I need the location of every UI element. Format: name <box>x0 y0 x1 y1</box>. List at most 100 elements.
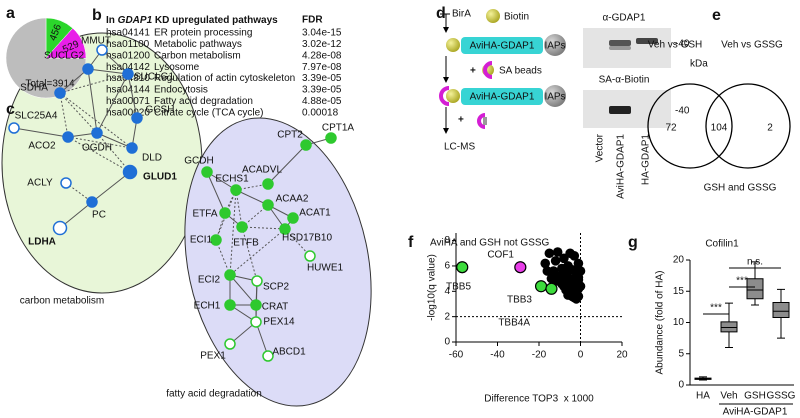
table-cell: hsa04144 <box>106 85 150 96</box>
table-cell: ER protein processing <box>154 28 252 39</box>
node <box>304 250 316 262</box>
substrate: Biotin <box>504 12 529 23</box>
y-tick-label: 5 <box>678 348 684 359</box>
point <box>534 280 548 293</box>
y-tick-label: 10 <box>673 317 685 328</box>
biotin-icon <box>446 38 460 52</box>
blots: α-GDAP1 -40 SA-α-Biotin kDa -40 Vector A… <box>583 13 708 199</box>
node <box>210 234 222 246</box>
x-tick-label: Veh <box>720 391 737 402</box>
node <box>236 221 248 233</box>
y-tick-label: 0 <box>444 337 450 348</box>
node-label: LDHA <box>28 237 56 248</box>
node-label: ECHS1 <box>215 174 249 185</box>
table-cell: 3.04e-15 <box>302 28 342 39</box>
intersection-label: GSH and GSSG <box>704 183 777 194</box>
node-label: ETFA <box>192 209 217 220</box>
significance-label: *** <box>710 303 722 314</box>
point <box>514 261 527 274</box>
table-cell: hsa00020 <box>106 107 150 118</box>
pie-annotation: Total=3914 <box>25 79 75 90</box>
table-cell: 3.39e-05 <box>302 73 342 84</box>
box <box>772 302 790 318</box>
set-label: Veh vs GSH <box>648 40 702 51</box>
point <box>573 258 584 269</box>
region-count: 72 <box>665 123 677 134</box>
node-label: ACO2 <box>28 141 56 152</box>
node <box>62 131 74 143</box>
edge <box>13 127 69 138</box>
table-cell: 4.88e-05 <box>302 96 342 107</box>
edge <box>67 136 133 149</box>
node <box>126 142 138 154</box>
table-cell: 0.00018 <box>302 107 339 118</box>
y-tick-label: 6 <box>444 261 450 272</box>
node-label: CRAT <box>262 302 288 313</box>
node-label: GLUD1 <box>143 172 177 183</box>
node <box>224 338 236 350</box>
venn-circle <box>705 83 791 169</box>
node-label: PEX14 <box>263 317 295 328</box>
title-part: KD upregulated pathways <box>152 15 278 26</box>
edge <box>59 92 69 138</box>
edge <box>59 92 98 134</box>
node-label: CPT2 <box>277 130 303 141</box>
node <box>8 122 20 134</box>
edge <box>96 132 133 149</box>
y-tick-label: 8 <box>444 235 450 246</box>
beads: SA beads <box>499 66 542 77</box>
point <box>542 266 553 276</box>
node <box>54 87 66 99</box>
node <box>52 220 68 236</box>
node-label: GCSH <box>146 105 175 116</box>
enzyme: BirA <box>452 9 471 20</box>
edge <box>229 274 257 306</box>
node <box>122 164 138 180</box>
node-label: ACADVL <box>242 165 282 176</box>
band <box>609 40 631 46</box>
edge <box>91 171 131 203</box>
point <box>546 273 557 284</box>
edge <box>235 189 269 206</box>
node-label: ECH1 <box>194 301 221 312</box>
edge <box>87 68 129 75</box>
table-cell: Fatty acid degradation <box>154 96 253 107</box>
node <box>60 177 72 189</box>
band <box>609 46 631 50</box>
assay-diagram: BirA Biotin AviHA-GDAP1 IAPs + SA beads … <box>439 9 566 153</box>
table-cell: Carbon metabolism <box>154 50 241 61</box>
x-tick-label: -40 <box>490 350 505 361</box>
y-axis-label: -log10(q value) <box>427 254 438 321</box>
point <box>550 256 561 266</box>
construct: AviHA-GDAP1 <box>470 41 535 52</box>
plus: + <box>470 66 476 77</box>
table-cell: hsa04142 <box>106 62 150 73</box>
edge <box>267 144 307 185</box>
x-tick-label: -60 <box>449 350 464 361</box>
group-label: AviHA-GDAP1 <box>723 407 788 418</box>
significance-label: *** <box>736 276 748 287</box>
biotin-icon <box>486 9 500 23</box>
box <box>746 278 764 300</box>
edge <box>255 321 269 357</box>
point-label: TBB5 <box>446 282 471 293</box>
iap-icon <box>544 34 566 56</box>
node-label: GCDH <box>184 156 213 167</box>
node-label: SUCLG1 <box>134 72 174 83</box>
lane-label: Vector <box>595 133 606 162</box>
venn: Veh vs GSH Veh vs GSSG 72 104 2 GSH and … <box>647 40 791 194</box>
node <box>251 275 263 287</box>
edge <box>215 189 237 241</box>
partner: IAPs <box>544 92 565 103</box>
node <box>287 212 299 224</box>
fdr-header: FDR <box>302 15 323 26</box>
readout: LC-MS <box>444 142 475 153</box>
node <box>224 299 236 311</box>
node-label: ETFB <box>233 238 259 249</box>
point <box>575 266 586 276</box>
point <box>545 282 558 295</box>
edge <box>87 68 98 134</box>
edge <box>59 92 133 149</box>
edge <box>59 68 89 94</box>
